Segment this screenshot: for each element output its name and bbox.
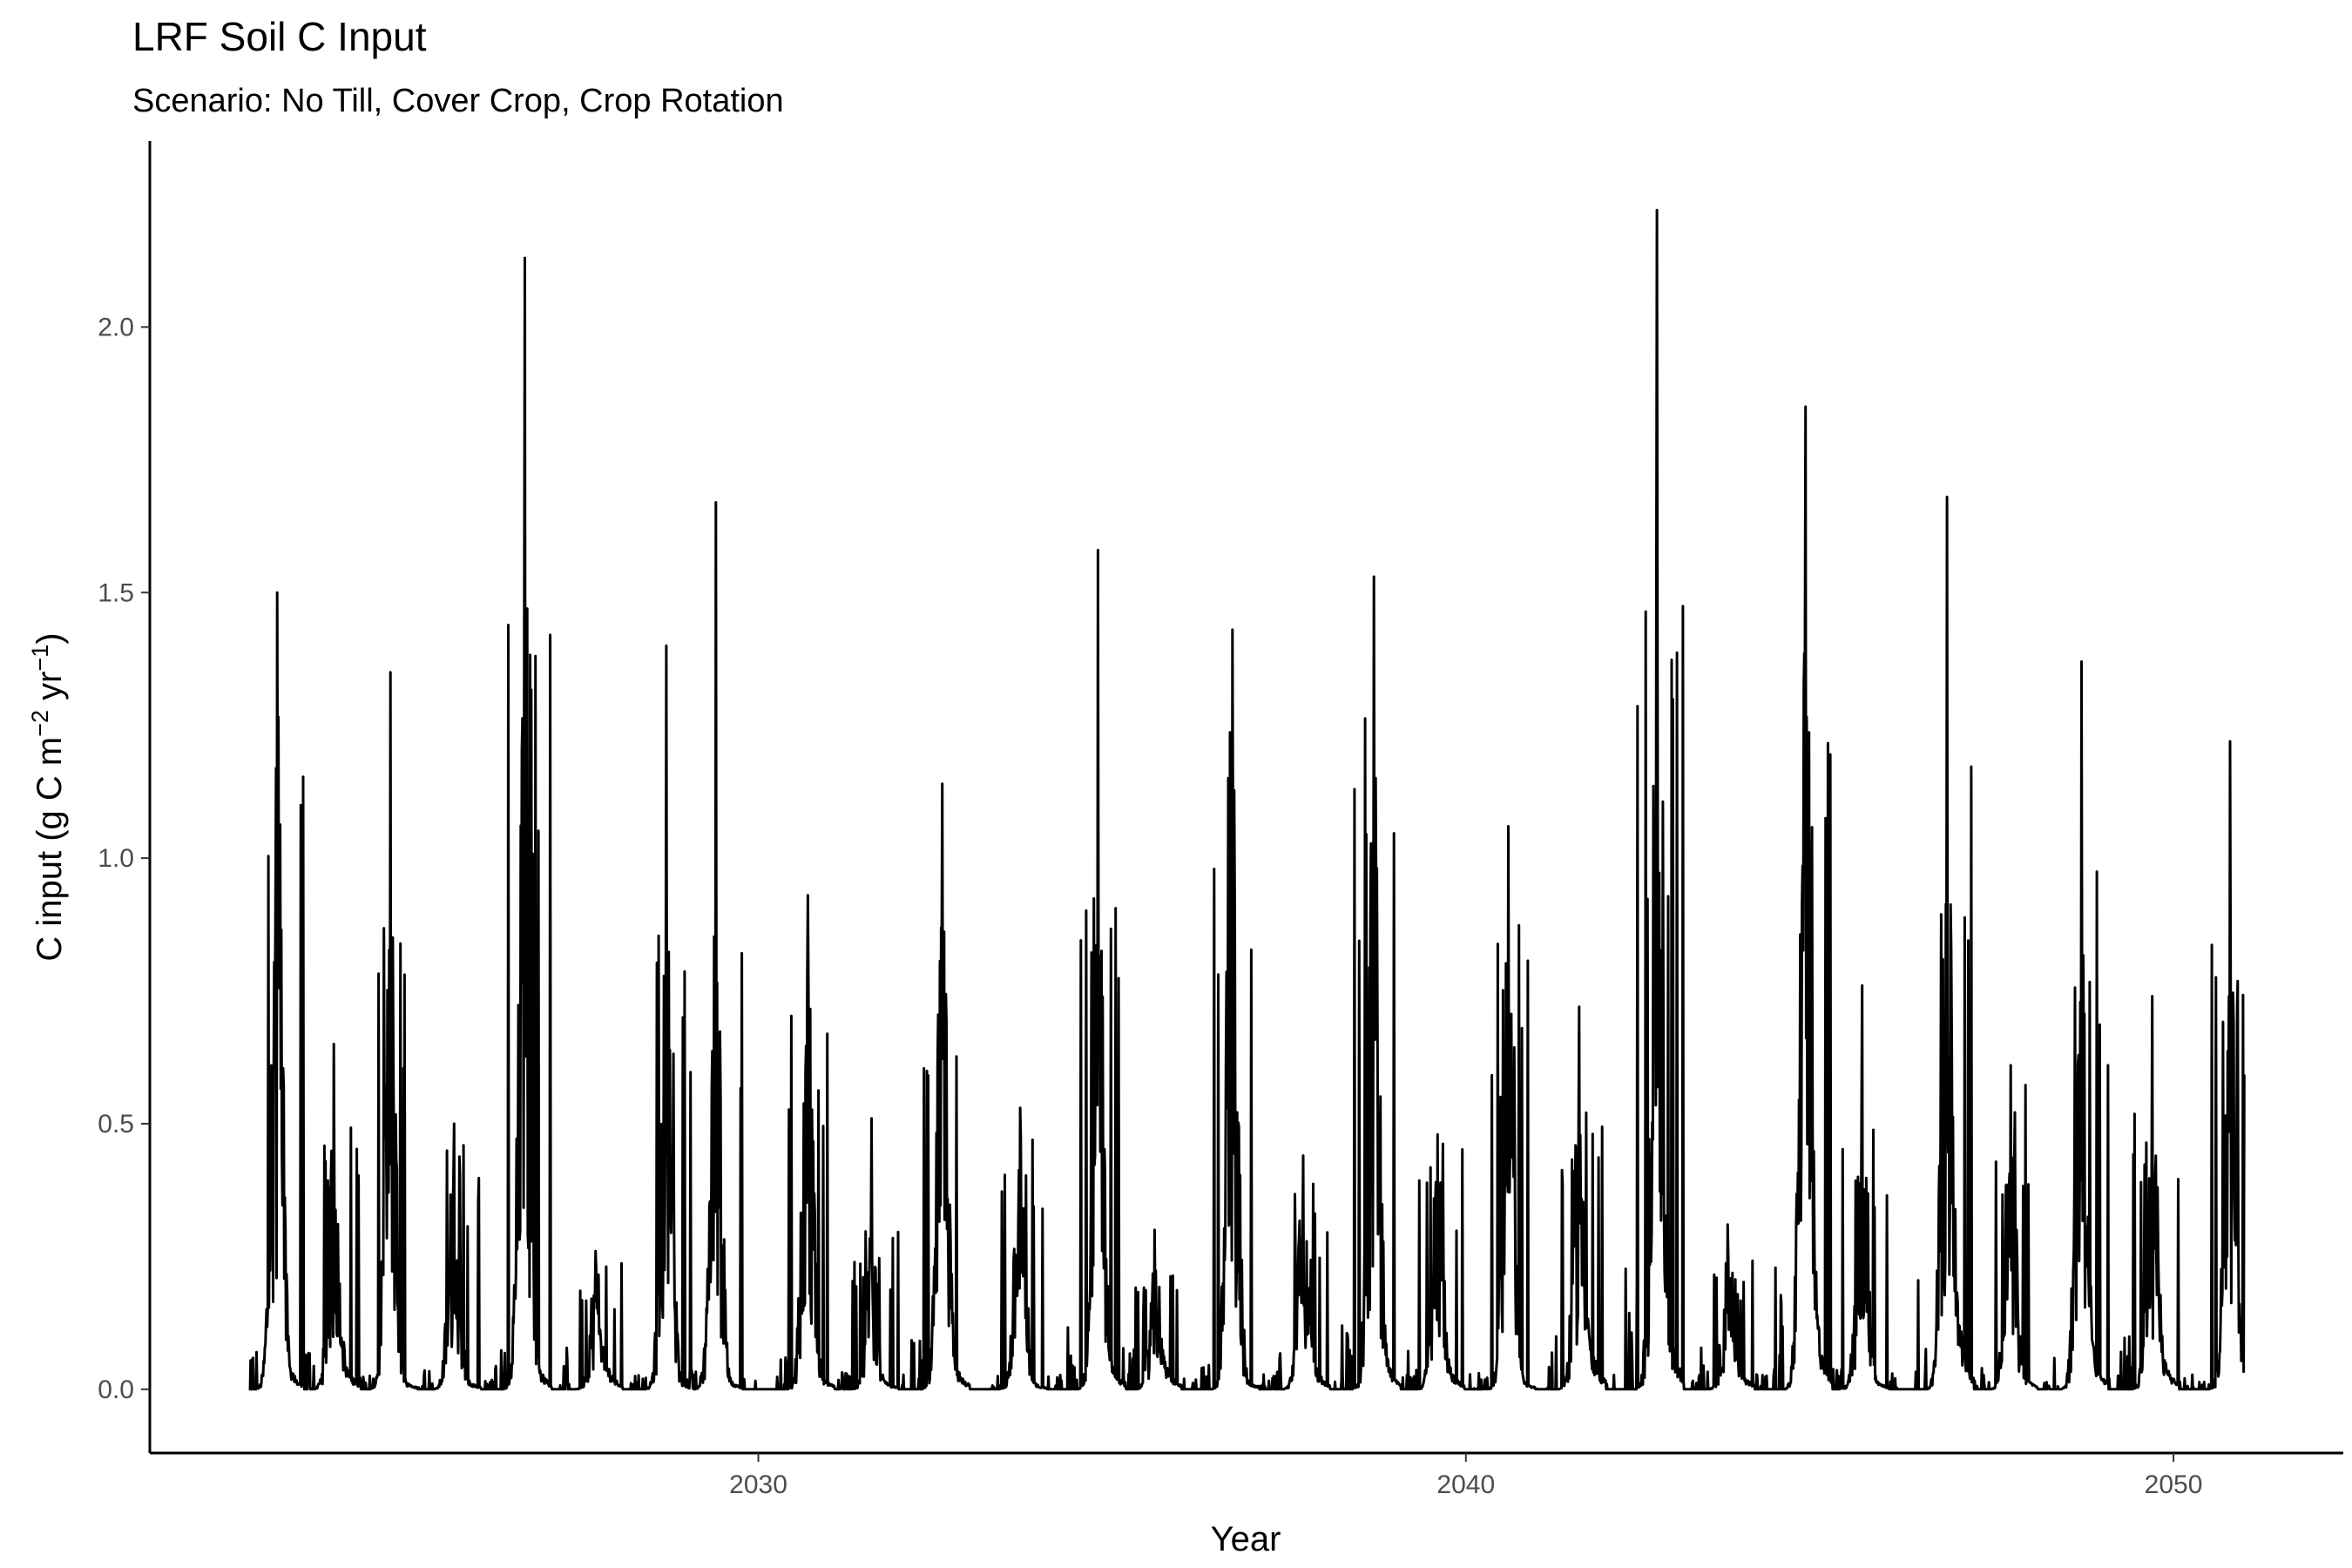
y-tick-label: 1.5 bbox=[98, 578, 134, 607]
x-axis-title: Year bbox=[1211, 1520, 1281, 1558]
y-tick-label: 2.0 bbox=[98, 313, 134, 341]
chart-subtitle: Scenario: No Till, Cover Crop, Crop Rota… bbox=[132, 83, 784, 119]
x-tick-label: 2050 bbox=[2145, 1470, 2203, 1499]
y-tick-label: 1.0 bbox=[98, 844, 134, 873]
series-line bbox=[247, 208, 2246, 1391]
y-axis-ticks: 0.0 0.5 1.0 1.5 2.0 bbox=[98, 313, 150, 1404]
y-axis-title-exp2: −1 bbox=[27, 645, 53, 672]
y-tick-label: 0.5 bbox=[98, 1110, 134, 1139]
y-axis-title: C input (g C m−2 yr−1) bbox=[27, 632, 69, 961]
y-axis-title-close: ) bbox=[30, 632, 69, 644]
y-tick-label: 0.0 bbox=[98, 1375, 134, 1404]
y-axis-title-exp1: −2 bbox=[27, 710, 53, 737]
y-axis-title-main: C input (g C m bbox=[30, 737, 69, 962]
x-axis-ticks: 2030 2040 2050 bbox=[729, 1453, 2202, 1499]
chart-title: LRF Soil C Input bbox=[132, 14, 427, 59]
x-tick-label: 2030 bbox=[729, 1470, 787, 1499]
y-axis-title-unit: yr bbox=[30, 672, 69, 710]
x-tick-label: 2040 bbox=[1436, 1470, 1495, 1499]
plot-area bbox=[247, 208, 2246, 1391]
